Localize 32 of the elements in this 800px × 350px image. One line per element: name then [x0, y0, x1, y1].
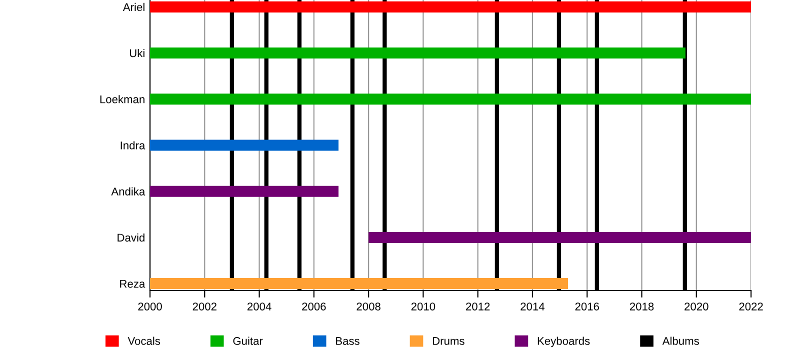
x-tick-label: 2012 [466, 302, 490, 310]
legend-label: Guitar [233, 336, 263, 345]
y-tick-label: Ariel [122, 2, 144, 12]
x-tick-label: 2004 [247, 302, 272, 310]
legend-label: Drums [432, 337, 464, 345]
legend-label: Vocals [128, 336, 160, 345]
bar [150, 278, 568, 290]
y-tick-label: Andika [111, 187, 146, 196]
y-tick-label: Uki [130, 49, 144, 58]
y-tick-label: Indra [120, 141, 146, 150]
x-tick-label: 2018 [630, 302, 654, 310]
bar [150, 1, 752, 12]
bar [150, 186, 339, 197]
x-tick-label: 2008 [356, 302, 380, 310]
legend-label: Albums [662, 336, 699, 345]
x-tick-label: 2020 [684, 302, 708, 310]
x-tick-label: 2002 [192, 302, 216, 310]
x-tick-label: 2014 [520, 302, 545, 310]
bar [150, 47, 686, 59]
legend-label: Bass [336, 337, 360, 345]
x-tick-label: 2010 [411, 302, 436, 310]
bar [150, 94, 752, 105]
y-tick-label: Reza [120, 280, 146, 288]
x-tick-label: 2022 [739, 302, 763, 310]
x-tick-label: 2000 [138, 302, 162, 310]
x-tick-label: 2006 [302, 302, 326, 310]
y-tick-label: Loekman [100, 95, 144, 104]
bar [150, 140, 339, 151]
bar [368, 232, 752, 244]
x-tick-label: 2016 [575, 302, 599, 310]
y-tick-label: David [118, 233, 144, 242]
legend-label: Keyboards [538, 336, 590, 348]
